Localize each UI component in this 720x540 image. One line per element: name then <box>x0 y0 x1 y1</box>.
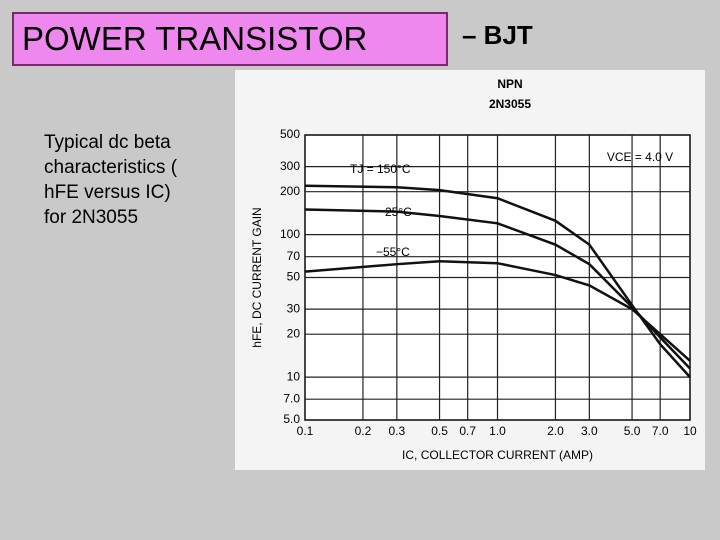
x-tick-label: 0.5 <box>431 424 448 438</box>
y-tick-label: 200 <box>280 184 300 198</box>
y-tick-label: 10 <box>287 369 301 383</box>
body-line: hFE versus IC) <box>44 182 171 203</box>
x-tick-label: 0.1 <box>297 424 314 438</box>
series-label: TJ = 150°C <box>350 162 411 176</box>
y-axis-label: hFE, DC CURRENT GAIN <box>250 207 264 347</box>
x-tick-label: 0.7 <box>459 424 476 438</box>
slide-title-suffix: – BJT <box>462 20 533 50</box>
x-tick-label: 5.0 <box>624 424 641 438</box>
series-label: 25°C <box>385 205 412 219</box>
series-line <box>304 260 691 362</box>
y-tick-label: 500 <box>280 127 300 141</box>
x-tick-label: 3.0 <box>581 424 598 438</box>
annotation: NPN <box>497 77 522 91</box>
y-tick-label: 7.0 <box>283 391 300 405</box>
x-tick-label: 0.2 <box>355 424 372 438</box>
slide-title: POWER TRANSISTOR <box>12 12 448 66</box>
series-line <box>304 184 691 378</box>
y-tick-label: 50 <box>287 270 301 284</box>
body-line: Typical dc beta <box>44 132 171 153</box>
x-tick-label: 7.0 <box>652 424 669 438</box>
y-tick-label: 5.0 <box>283 412 300 426</box>
x-tick-label: 1.0 <box>489 424 506 438</box>
y-tick-label: 300 <box>280 159 300 173</box>
y-tick-label: 30 <box>287 301 301 315</box>
y-tick-label: 70 <box>287 249 301 263</box>
x-axis-label: IC, COLLECTOR CURRENT (AMP) <box>402 448 593 462</box>
series-label: −55°C <box>376 245 410 259</box>
x-tick-label: 0.3 <box>389 424 406 438</box>
annotation: 2N3055 <box>489 97 531 111</box>
y-tick-label: 100 <box>280 227 300 241</box>
body-line: characteristics ( <box>44 157 178 178</box>
x-tick-label: 10 <box>683 424 697 438</box>
y-tick-label: 20 <box>287 326 301 340</box>
annotation: VCE = 4.0 V <box>607 150 673 164</box>
body-text: Typical dc beta characteristics ( hFE ve… <box>44 130 177 230</box>
x-tick-label: 2.0 <box>547 424 564 438</box>
body-line: for 2N3055 <box>44 207 139 228</box>
